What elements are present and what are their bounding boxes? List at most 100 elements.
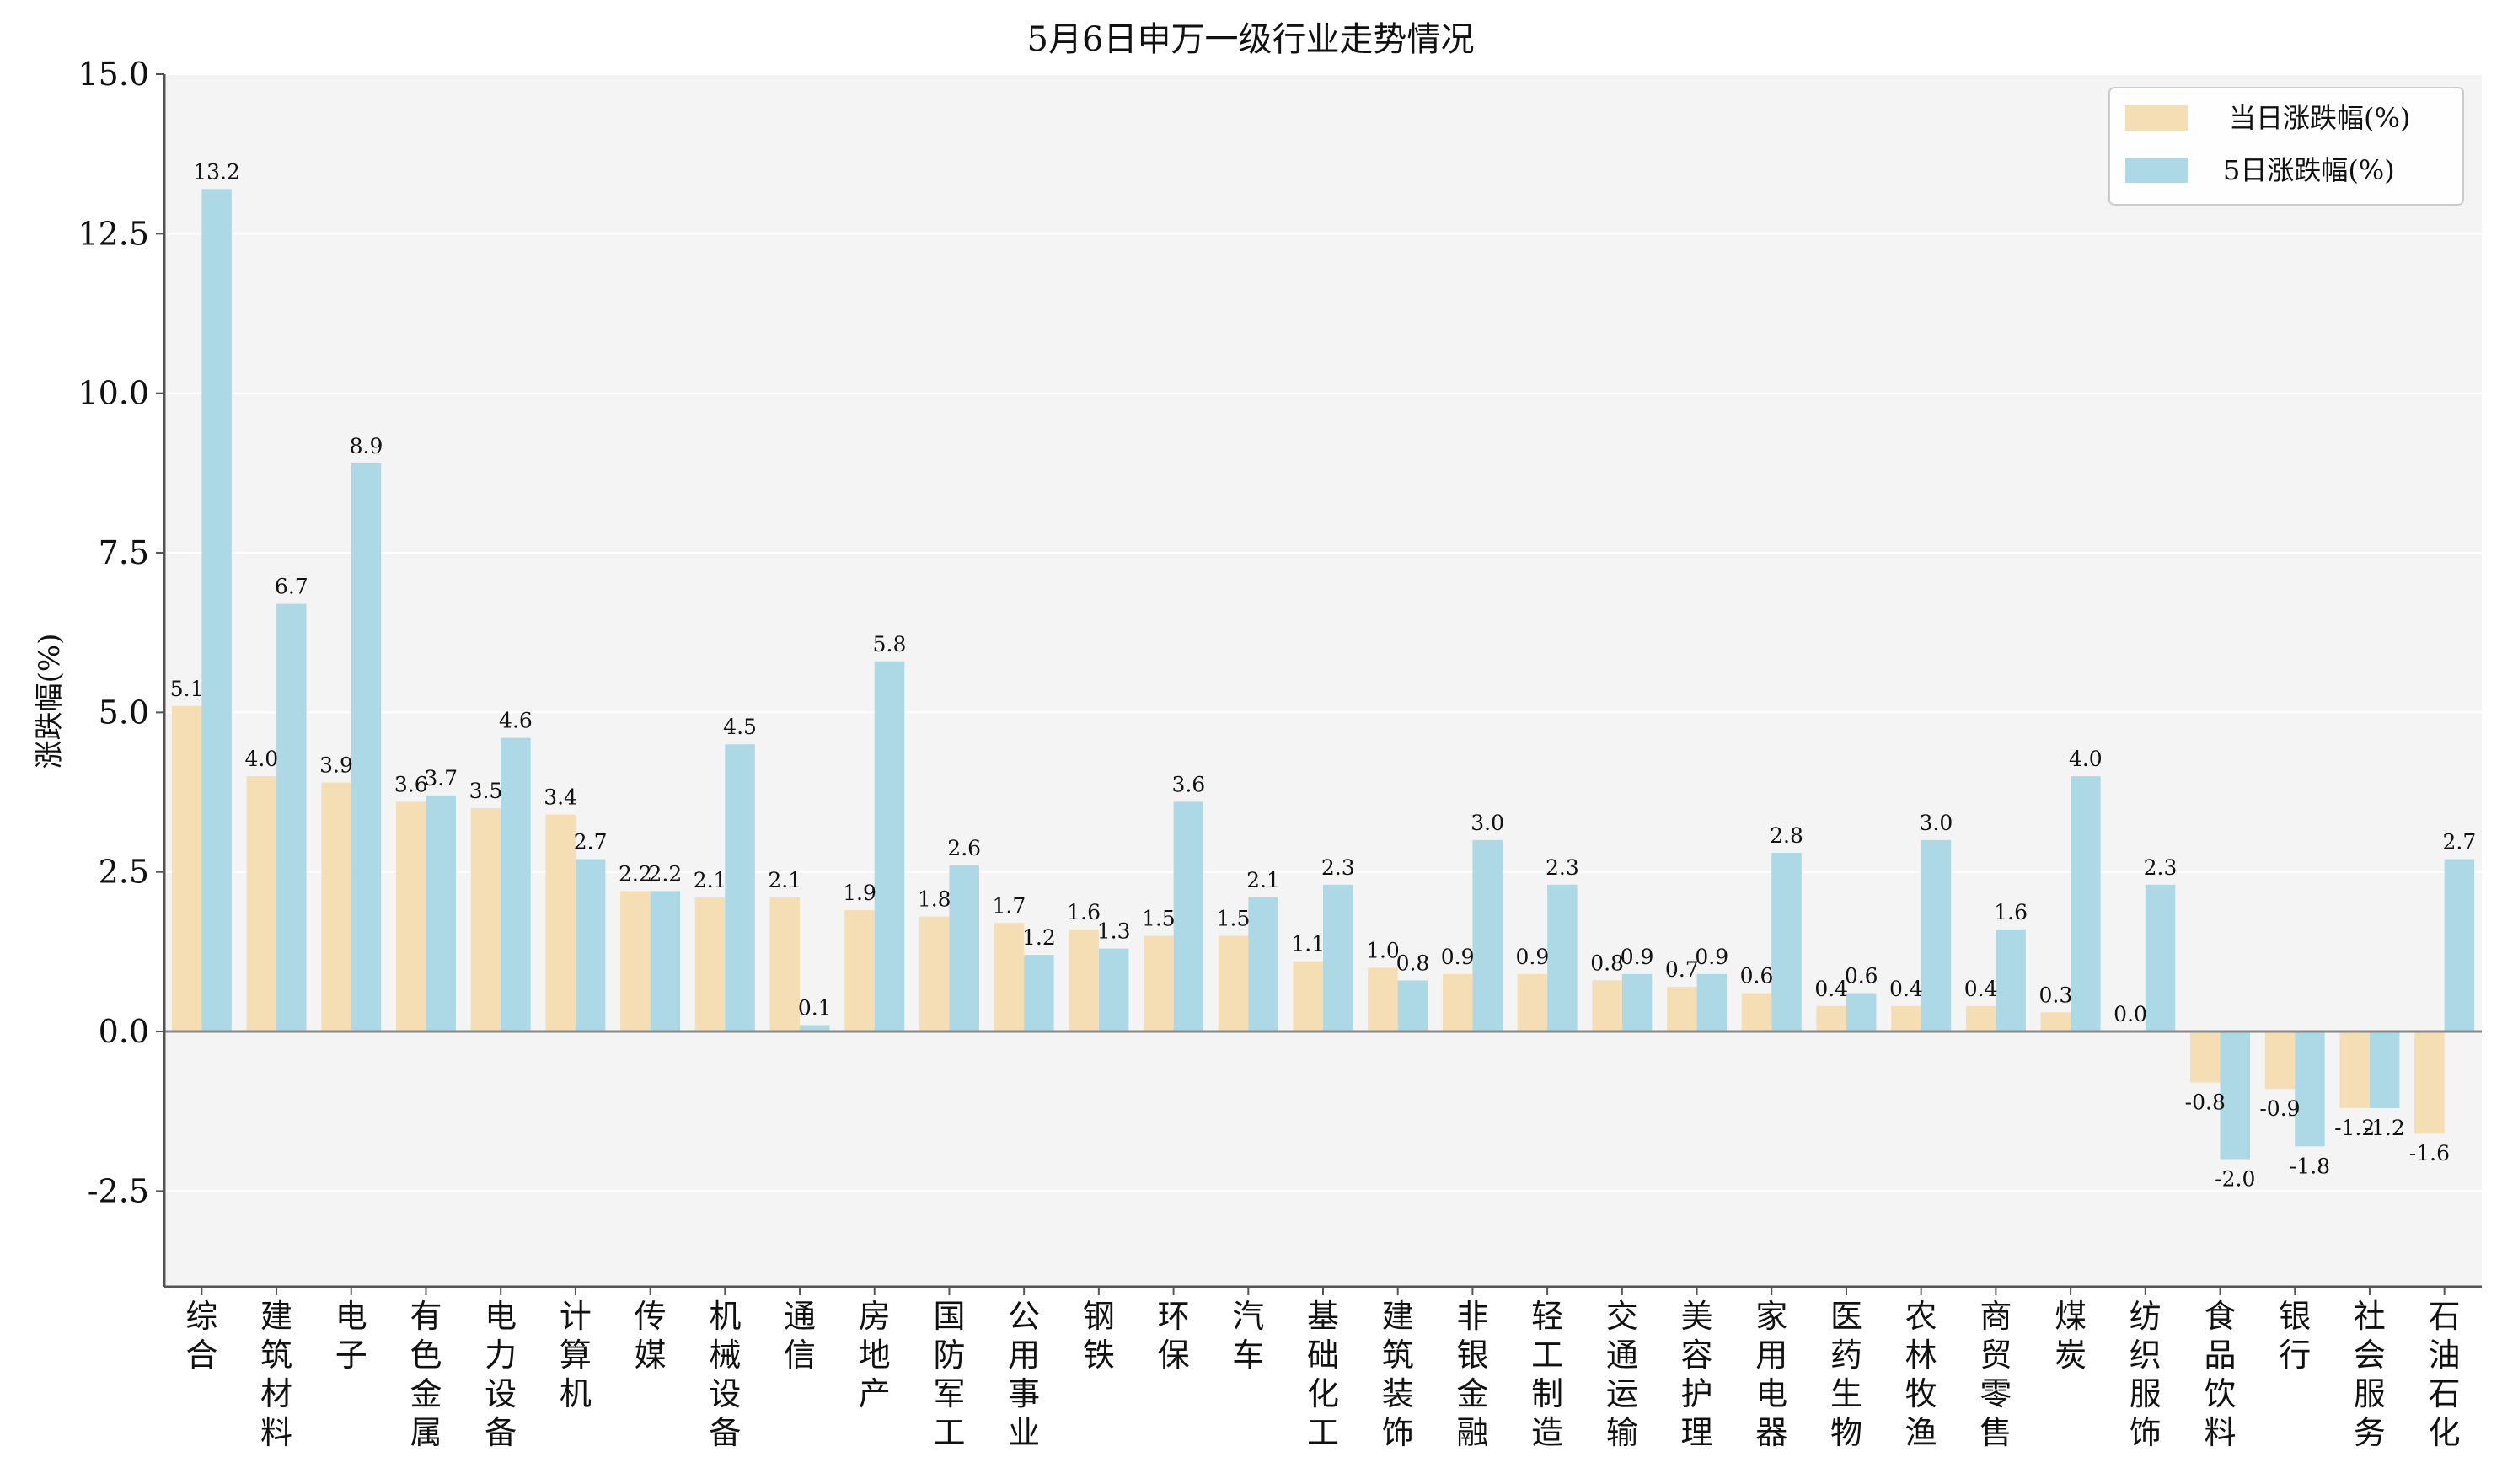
bar-daily — [246, 776, 277, 1032]
data-label-daily: 3.5 — [469, 779, 503, 803]
data-label-daily: 2.2 — [619, 861, 652, 886]
bar-daily — [844, 910, 875, 1032]
y-tick-label: 12.5 — [78, 215, 149, 252]
x-tick-label: 汽车 — [1232, 1298, 1264, 1374]
bar-daily — [2190, 1031, 2221, 1083]
data-label-daily: 2.1 — [768, 868, 801, 892]
x-tick-label: 医药生物 — [1830, 1298, 1862, 1451]
bar-5day — [1248, 897, 1278, 1032]
data-label-daily: 0.8 — [1590, 951, 1624, 975]
x-tick-label: 房地产 — [859, 1298, 891, 1412]
y-ticks: -2.5 0.0 2.5 5.0 7.5 10.0 12.5 15.0 — [78, 56, 164, 1209]
y-tick-label: 7.5 — [99, 534, 149, 571]
data-labels: 5.14.0 3.93.6 3.5 3.42.2 2.1 2.11.9 1.8 1.7 1.6 1… — [170, 159, 2477, 1191]
data-label-5day: -1.2 — [2365, 1116, 2405, 1140]
data-label-daily: -1.6 — [2409, 1141, 2450, 1165]
data-label-daily: 0.3 — [2039, 983, 2072, 1007]
data-label-daily: 0.6 — [1740, 964, 1774, 988]
data-label-5day: 3.7 — [424, 766, 458, 790]
y-axis-label: 涨跌幅(%) — [33, 634, 67, 769]
data-label-daily: -1.2 — [2334, 1116, 2375, 1140]
bar-daily — [171, 705, 202, 1032]
bar-daily — [1667, 987, 1697, 1032]
y-tick-label: 0.0 — [99, 1013, 149, 1050]
data-label-daily: -0.9 — [2259, 1096, 2300, 1121]
data-label-daily: 3.9 — [319, 753, 353, 778]
data-label-daily: 0.0 — [2114, 1002, 2147, 1026]
bar-5day — [1696, 973, 1728, 1032]
bar-daily — [694, 897, 726, 1032]
data-label-5day: 3.0 — [1920, 811, 1953, 835]
data-label-5day: 0.9 — [1695, 945, 1728, 969]
x-tick-label: 基础化工 — [1307, 1298, 1339, 1451]
x-tick-label: 综合 — [185, 1298, 217, 1374]
data-label-5day: 2.7 — [2443, 830, 2477, 855]
x-tick-label: 食品饮料 — [2205, 1298, 2237, 1451]
data-label-5day: 2.6 — [947, 836, 981, 860]
x-tick-label: 轻工制造 — [1531, 1298, 1563, 1451]
data-label-daily: -0.8 — [2185, 1090, 2226, 1115]
x-tick-label: 石油石化 — [2429, 1298, 2461, 1451]
data-label-5day: 4.6 — [499, 709, 533, 733]
bar-5day — [1024, 955, 1054, 1032]
bar-5day — [2369, 1031, 2400, 1108]
x-tick-label: 纺织服饰 — [2130, 1298, 2162, 1451]
bar-5day — [874, 661, 905, 1032]
data-label-daily: 0.7 — [1665, 957, 1699, 982]
bar-5day — [1921, 839, 1952, 1032]
bar-5day — [276, 603, 307, 1032]
y-tick-label: 10.0 — [78, 375, 149, 412]
data-label-daily: 1.1 — [1291, 932, 1325, 956]
data-label-daily: 1.9 — [843, 881, 876, 905]
data-label-daily: 1.0 — [1366, 938, 1400, 962]
bar-5day — [1472, 839, 1503, 1032]
bar-5day — [575, 859, 606, 1032]
bar-daily — [1293, 961, 1323, 1032]
bar-5day — [2295, 1031, 2325, 1147]
data-label-5day: 3.0 — [1471, 811, 1504, 835]
data-label-daily: 4.0 — [244, 747, 278, 771]
x-tick-label: 银行 — [2279, 1298, 2311, 1374]
y-tick-label: 2.5 — [99, 854, 149, 891]
bar-5day — [1173, 801, 1204, 1032]
bar-5day — [2444, 859, 2475, 1032]
x-tick-label: 通信 — [784, 1298, 816, 1374]
bar-5day — [2071, 776, 2101, 1032]
bar-daily — [1741, 993, 1772, 1032]
legend: 当日涨跌幅(%) 5日涨跌幅(%) — [2108, 87, 2464, 206]
bar-daily — [620, 891, 651, 1032]
data-label-5day: 8.9 — [350, 434, 383, 458]
bar-5day — [800, 1025, 830, 1032]
data-label-5day: -2.0 — [2215, 1167, 2255, 1192]
data-label-5day: 2.7 — [574, 830, 608, 855]
bar-daily — [470, 807, 501, 1032]
data-label-daily: 3.6 — [394, 772, 428, 796]
bar-5day — [2220, 1031, 2250, 1160]
bar-daily — [2339, 1031, 2370, 1108]
x-tick-label: 钢铁 — [1083, 1298, 1115, 1374]
data-label-daily: 2.1 — [694, 868, 727, 892]
data-label-daily: 0.4 — [1964, 977, 1998, 1001]
bar-5day — [201, 189, 232, 1032]
data-label-5day: 0.8 — [1396, 951, 1430, 975]
data-label-5day: 2.8 — [1770, 823, 1803, 848]
bar-daily — [1816, 1005, 1846, 1032]
bar-daily — [1218, 935, 1249, 1032]
x-tick-label: 农林牧渔 — [1905, 1298, 1937, 1451]
bar-5day — [1621, 973, 1653, 1032]
data-label-daily: 1.7 — [993, 893, 1026, 918]
data-label-daily: 3.4 — [544, 785, 577, 810]
bar-daily — [321, 782, 351, 1032]
x-tick-label: 商贸零售 — [1980, 1298, 2012, 1451]
bar-5day — [2145, 884, 2176, 1032]
data-label-daily: 1.8 — [918, 887, 951, 912]
y-tick-label: 15.0 — [78, 56, 149, 93]
y-tick-label: 5.0 — [99, 694, 149, 731]
data-label-5day: 2.1 — [1246, 868, 1280, 892]
data-label-5day: 0.1 — [798, 995, 832, 1020]
x-tick-label: 传媒 — [635, 1298, 667, 1374]
x-tick-label: 机械设备 — [709, 1298, 741, 1451]
x-tick-label: 建筑材料 — [260, 1298, 292, 1451]
y-tick-label: -2.5 — [88, 1172, 149, 1209]
